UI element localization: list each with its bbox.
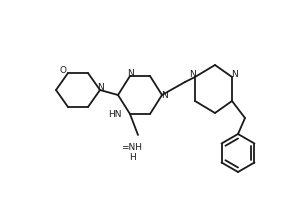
Text: N: N [232,70,238,78]
Text: H: H [129,153,135,163]
Text: N: N [97,83,103,91]
Text: =NH: =NH [122,142,142,151]
Text: O: O [60,65,67,74]
Text: N: N [162,90,168,99]
Text: N: N [127,69,133,77]
Text: N: N [189,70,195,78]
Text: HN: HN [109,110,122,119]
